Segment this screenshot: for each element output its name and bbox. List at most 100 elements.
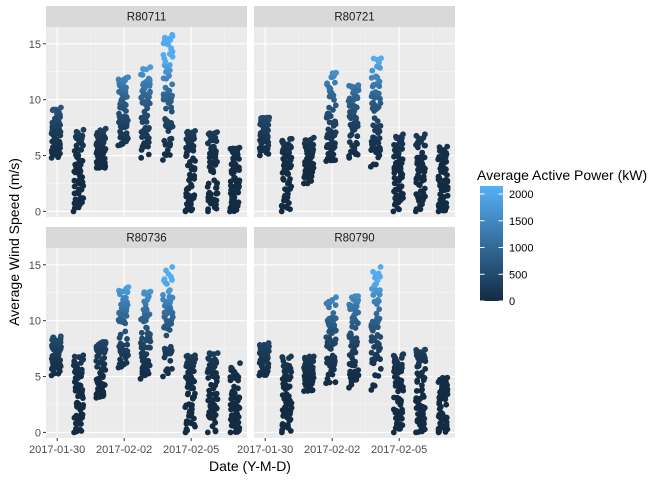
data-point <box>125 74 131 81</box>
data-point <box>265 142 272 149</box>
data-point <box>147 288 154 295</box>
data-point <box>147 344 153 351</box>
data-point <box>332 315 339 322</box>
data-point <box>144 105 151 112</box>
data-point <box>78 366 85 373</box>
data-point <box>310 134 317 141</box>
facet-panels: R80711 0 5 10 15 R80721 R80736 0 5 10 15 2017-01-30… <box>29 6 455 456</box>
data-point <box>74 151 81 157</box>
data-point <box>421 168 428 175</box>
legend-label: 0 <box>509 296 515 308</box>
legend-label: 2000 <box>509 189 533 201</box>
data-point <box>80 182 87 189</box>
data-point <box>191 135 198 142</box>
data-point <box>355 82 362 88</box>
data-point <box>352 349 359 356</box>
data-point <box>288 144 294 151</box>
data-point <box>227 178 234 185</box>
data-point <box>169 314 176 320</box>
data-point <box>145 143 151 150</box>
data-point <box>166 67 173 74</box>
data-points <box>48 31 243 215</box>
data-point <box>264 134 271 141</box>
data-point <box>213 390 220 397</box>
data-point <box>354 151 361 158</box>
data-point <box>422 193 428 200</box>
data-point <box>211 143 217 150</box>
data-point <box>421 404 428 411</box>
data-point <box>310 141 317 148</box>
data-point <box>373 310 380 317</box>
data-point <box>102 146 109 152</box>
data-point <box>123 359 130 366</box>
data-point <box>163 317 170 324</box>
data-point <box>80 352 87 359</box>
data-point <box>231 390 238 397</box>
data-point <box>332 140 338 147</box>
data-point <box>373 161 379 168</box>
data-point <box>102 339 109 345</box>
data-point <box>139 346 146 352</box>
data-point <box>147 88 153 95</box>
data-point <box>331 96 337 103</box>
data-point <box>348 381 355 388</box>
facet-strip-label: R80711 <box>127 12 166 24</box>
data-point <box>125 284 132 290</box>
x-tick-label: 2017-01-30 <box>29 444 85 456</box>
data-point <box>330 151 337 158</box>
data-point <box>100 389 107 395</box>
data-point <box>444 184 451 191</box>
data-point <box>191 192 198 199</box>
data-point <box>236 394 243 401</box>
data-point <box>214 374 221 381</box>
data-point <box>285 191 291 198</box>
data-point <box>332 379 339 386</box>
legend-label: 1000 <box>509 243 533 255</box>
data-point <box>419 149 426 156</box>
data-point <box>168 347 175 354</box>
data-point <box>124 336 130 342</box>
data-point <box>236 156 242 162</box>
data-point <box>191 415 197 422</box>
data-point <box>57 333 64 340</box>
data-point <box>213 404 220 411</box>
data-point <box>265 348 272 355</box>
data-point <box>75 129 81 136</box>
data-point <box>378 55 384 62</box>
data-point <box>327 113 334 120</box>
data-point <box>421 426 428 433</box>
data-point <box>79 157 86 164</box>
data-point <box>278 208 285 215</box>
data-point <box>145 139 152 146</box>
data-point <box>123 84 129 91</box>
data-point <box>371 382 378 389</box>
data-point <box>377 365 384 372</box>
data-point <box>355 367 362 373</box>
data-point <box>310 358 317 365</box>
facet-strip <box>254 6 455 27</box>
data-point <box>168 320 175 327</box>
data-point <box>375 373 382 379</box>
data-point <box>213 138 220 145</box>
data-point <box>166 87 173 94</box>
data-point <box>399 422 406 429</box>
data-point <box>332 336 339 343</box>
data-point <box>444 192 451 199</box>
data-point <box>191 166 198 173</box>
data-point <box>377 100 384 107</box>
data-point <box>354 339 360 345</box>
x-tick-label: 2017-02-02 <box>96 444 152 456</box>
data-point <box>71 183 78 190</box>
data-point <box>376 306 383 313</box>
data-point <box>399 146 405 152</box>
data-point <box>309 364 316 371</box>
data-point <box>205 180 212 187</box>
data-point <box>124 117 131 124</box>
y-tick-label: 5 <box>35 372 41 384</box>
data-point <box>169 264 176 270</box>
data-point <box>265 127 271 134</box>
data-point <box>330 107 336 113</box>
data-point <box>330 92 337 99</box>
data-point <box>123 313 130 319</box>
